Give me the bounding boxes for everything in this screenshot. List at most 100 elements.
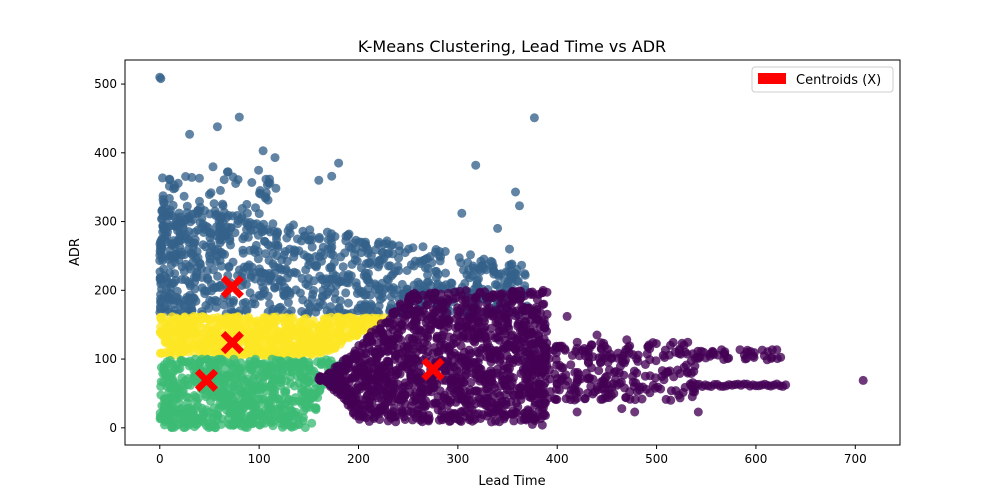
cluster-point	[502, 385, 512, 395]
cluster-point	[428, 295, 438, 304]
cluster-point	[348, 314, 358, 324]
cluster-point	[234, 365, 244, 375]
cluster-point	[282, 256, 292, 266]
outlier-point	[314, 175, 324, 185]
x-tick-label: 0	[156, 452, 164, 466]
cluster-point	[451, 337, 461, 347]
cluster-point	[171, 275, 181, 285]
cluster-point	[540, 356, 550, 366]
cluster-point	[628, 377, 638, 387]
cluster-point	[292, 343, 302, 353]
outlier-point	[156, 74, 166, 84]
cluster-point	[375, 325, 385, 334]
cluster-point	[462, 333, 472, 343]
cluster-point	[307, 242, 317, 252]
centroid-marker	[220, 275, 244, 299]
cluster-point	[638, 382, 648, 392]
cluster-point	[170, 381, 180, 391]
cluster-point	[174, 208, 184, 218]
cluster-point	[190, 277, 200, 287]
cluster-point	[356, 324, 366, 334]
cluster-point	[196, 343, 205, 353]
cluster-point	[256, 410, 266, 420]
cluster-point	[315, 252, 324, 262]
cluster-point	[311, 405, 321, 415]
cluster-point	[283, 298, 293, 307]
cluster-point	[265, 178, 275, 188]
cluster-point	[362, 272, 372, 282]
outlier-point	[630, 407, 640, 417]
cluster-point	[480, 316, 489, 326]
cluster-point	[190, 227, 200, 237]
cluster-point	[550, 369, 560, 379]
cluster-point	[335, 324, 344, 334]
cluster-point	[246, 411, 256, 420]
cluster-point	[673, 365, 683, 375]
cluster-point	[433, 320, 443, 330]
cluster-point	[181, 405, 191, 415]
cluster-point	[446, 350, 456, 360]
cluster-point	[229, 380, 239, 390]
outlier-point	[511, 187, 520, 197]
cluster-point	[493, 332, 503, 342]
cluster-point	[271, 365, 281, 374]
cluster-point	[284, 322, 294, 332]
cluster-point	[395, 369, 405, 379]
cluster-point	[158, 191, 168, 201]
cluster-point	[252, 395, 261, 405]
cluster-point	[459, 347, 469, 357]
cluster-point	[242, 208, 252, 218]
cluster-point	[491, 416, 501, 426]
cluster-point	[326, 249, 336, 259]
cluster-point	[169, 180, 179, 190]
cluster-point	[175, 228, 185, 237]
cluster-point	[204, 251, 214, 260]
cluster-point	[493, 318, 503, 328]
cluster-point	[303, 252, 312, 262]
cluster-point	[583, 388, 593, 398]
outlier-point	[858, 375, 868, 385]
cluster-point	[409, 325, 419, 335]
cluster-point	[161, 225, 171, 235]
cluster-point	[492, 388, 502, 398]
cluster-point	[168, 315, 178, 325]
cluster-point	[567, 350, 577, 360]
cluster-point	[331, 280, 341, 290]
cluster-point	[495, 309, 504, 319]
cluster-point	[300, 387, 309, 397]
cluster-point	[309, 276, 319, 286]
cluster-point	[265, 299, 275, 309]
cluster-point	[184, 315, 194, 325]
cluster-point	[586, 340, 596, 350]
cluster-point	[579, 344, 589, 353]
cluster-point	[224, 401, 234, 410]
outlier-point	[617, 404, 627, 414]
cluster-point	[520, 317, 530, 326]
cluster-point	[411, 394, 421, 404]
cluster-point	[525, 355, 535, 365]
cluster-point	[534, 330, 544, 340]
cluster-point	[442, 413, 452, 423]
cluster-point	[242, 423, 252, 432]
cluster-point	[364, 416, 374, 426]
cluster-point	[172, 286, 182, 296]
cluster-point	[254, 290, 264, 300]
cluster-point	[340, 248, 350, 258]
cluster-point	[322, 340, 332, 350]
cluster-point	[499, 342, 508, 352]
cluster-point	[161, 328, 171, 338]
cluster-point	[177, 373, 187, 383]
cluster-point	[359, 349, 368, 359]
cluster-point	[254, 165, 264, 175]
cluster-point	[241, 305, 251, 315]
cluster-point	[381, 387, 391, 397]
outlier-point	[185, 129, 195, 139]
cluster-point	[513, 402, 523, 412]
cluster-point	[248, 219, 258, 229]
cluster-point	[163, 292, 173, 301]
cluster-point	[197, 223, 207, 233]
cluster-point	[267, 392, 277, 402]
cluster-point	[720, 349, 729, 359]
cluster-point	[675, 393, 685, 403]
